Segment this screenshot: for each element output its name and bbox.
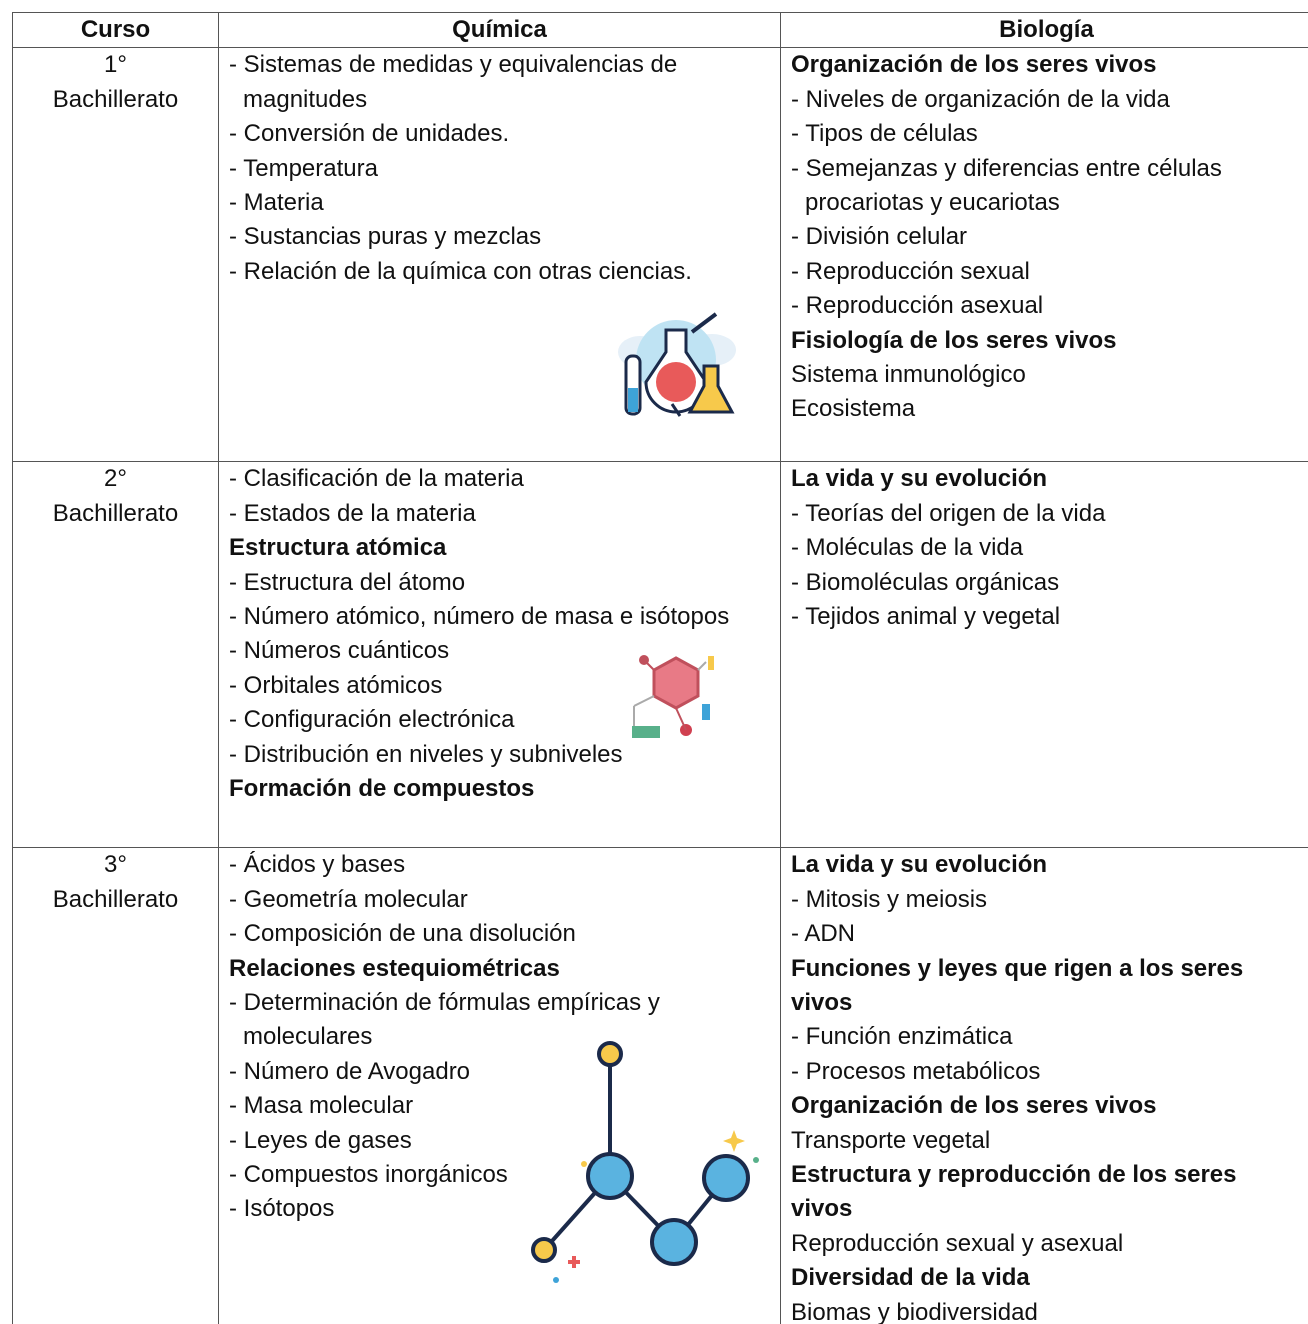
topic-item: Ecosistema (791, 395, 916, 423)
topic-item: Transporte vegetal (791, 1126, 991, 1154)
topic-item: - Compuestos inorgánicos (229, 1161, 508, 1189)
section-heading: Fisiología de los seres vivos (791, 326, 1117, 354)
topic-item: - Tipos de células (791, 120, 978, 148)
table-row: 2° Bachillerato - Clasificación de la mate… (12, 461, 1308, 849)
topic-item: - Estructura del átomo (229, 568, 466, 596)
topic-item: - Número de Avogadro (229, 1057, 471, 1085)
section-heading: La vida y su evolución (791, 851, 1048, 879)
topic-item: - Determinación de fórmulas empíricas y … (229, 989, 660, 1051)
topic-item: - Temperatura (229, 154, 378, 182)
header-cell: Química (218, 11, 781, 49)
topic-item: - Mitosis y meiosis (791, 885, 988, 913)
table-row: 3° Bachillerato - Ácidos y bases - Geometrí… (12, 847, 1308, 1324)
topic-item: - Conversión de unidades. (229, 120, 510, 148)
header-row: Curso Química Biología (12, 11, 1308, 49)
section-heading: Formación de compuestos (229, 775, 535, 803)
course-label: Bachillerato (52, 885, 179, 913)
topic-item: - Clasificación de la materia (229, 465, 524, 493)
molecule-icon (632, 655, 714, 738)
course-cell: 2° Bachillerato (12, 461, 219, 849)
topic-item: - ADN (791, 920, 856, 948)
topic-item: - Sustancias puras y mezclas (229, 223, 542, 251)
course-label: Bachillerato (52, 499, 179, 527)
topic-item: - División celular (791, 223, 968, 251)
topic-item: - Moléculas de la vida (791, 534, 1024, 562)
topic-item: Reproducción sexual y asexual (791, 1229, 1124, 1257)
section-heading: Estructura atómica (229, 534, 447, 562)
topic-item: - Número atómico, número de masa e isóto… (229, 603, 730, 631)
topic-item: - Semejanzas y diferencias entre células… (791, 154, 1222, 217)
course-label: 1° (104, 51, 127, 79)
topic-item: Biomas y biodiversidad (791, 1298, 1038, 1324)
section-heading: Diversidad de la vida (791, 1264, 1030, 1292)
biologia-cell: La vida y su evolución - Teorías del orig… (780, 461, 1308, 849)
quimica-cell: - Clasificación de la materia - Estados d… (218, 461, 781, 849)
molecule-network-icon (531, 1041, 759, 1283)
topic-item: - Ácidos y bases (229, 851, 406, 879)
section-heading: La vida y su evolución (791, 465, 1048, 493)
course-cell: 3° Bachillerato (12, 847, 219, 1324)
topic-item: - Masa molecular (229, 1092, 414, 1120)
section-heading: Estructura y reproducción de los seres v… (791, 1161, 1237, 1223)
topic-item: - Materia (229, 189, 324, 217)
course-label: 3° (104, 851, 127, 879)
header-cell: Curso (12, 11, 219, 49)
topic-item: - Geometría molecular (229, 885, 468, 913)
topic-item: - Distribución en niveles y subniveles (229, 740, 623, 768)
section-heading: Funciones y leyes que rigen a los seres … (791, 954, 1244, 1017)
topic-item: - Números cuánticos (229, 637, 450, 665)
topic-item: - Orbitales atómicos (229, 671, 443, 699)
topic-item: - Sistemas de medidas y equivalencias de… (229, 51, 678, 113)
curriculum-table: Curso Química Biología 1° Bachillerato - S… (12, 11, 1308, 1324)
topic-item: Sistema inmunológico (791, 361, 1026, 389)
topic-item: - Reproducción asexual (791, 292, 1044, 320)
header-cell: Biología (780, 11, 1308, 49)
lab-icon (618, 312, 736, 417)
section-heading: Organización de los seres vivos (791, 51, 1157, 79)
course-label: Bachillerato (52, 85, 179, 113)
topic-item: - Isótopos (229, 1195, 335, 1223)
section-heading: Organización de los seres vivos (791, 1092, 1157, 1120)
topic-item: - Configuración electrónica (229, 706, 515, 734)
topic-item: - Biomoléculas orgánicas (791, 568, 1060, 596)
topic-item: - Tejidos animal y vegetal (791, 603, 1061, 631)
section-heading: Relaciones estequiométricas (229, 954, 560, 982)
topic-item: - Niveles de organización de la vida (791, 85, 1170, 113)
course-label: 2° (104, 465, 127, 493)
table-body: 1° Bachillerato - Sistemas de medidas y eq… (12, 47, 1308, 1324)
topic-item: - Composición de una disolución (229, 920, 576, 948)
biologia-cell: Organización de los seres vivos - Niveles… (780, 47, 1308, 463)
topic-item: - Teorías del origen de la vida (791, 499, 1106, 527)
topic-item: - Relación de la química con otras cienc… (229, 257, 692, 285)
course-cell: 1° Bachillerato (12, 47, 219, 463)
topic-item: - Reproducción sexual (791, 257, 1030, 285)
topic-item: - Estados de la materia (229, 499, 476, 527)
topic-item: - Procesos metabólicos (791, 1057, 1041, 1085)
biologia-cell: La vida y su evolución - Mitosis y meiosi… (780, 847, 1308, 1324)
topic-item: - Función enzimática (791, 1023, 1013, 1051)
table-row: 1° Bachillerato - Sistemas de medidas y eq… (12, 47, 1308, 463)
topic-item: - Leyes de gases (229, 1126, 412, 1154)
